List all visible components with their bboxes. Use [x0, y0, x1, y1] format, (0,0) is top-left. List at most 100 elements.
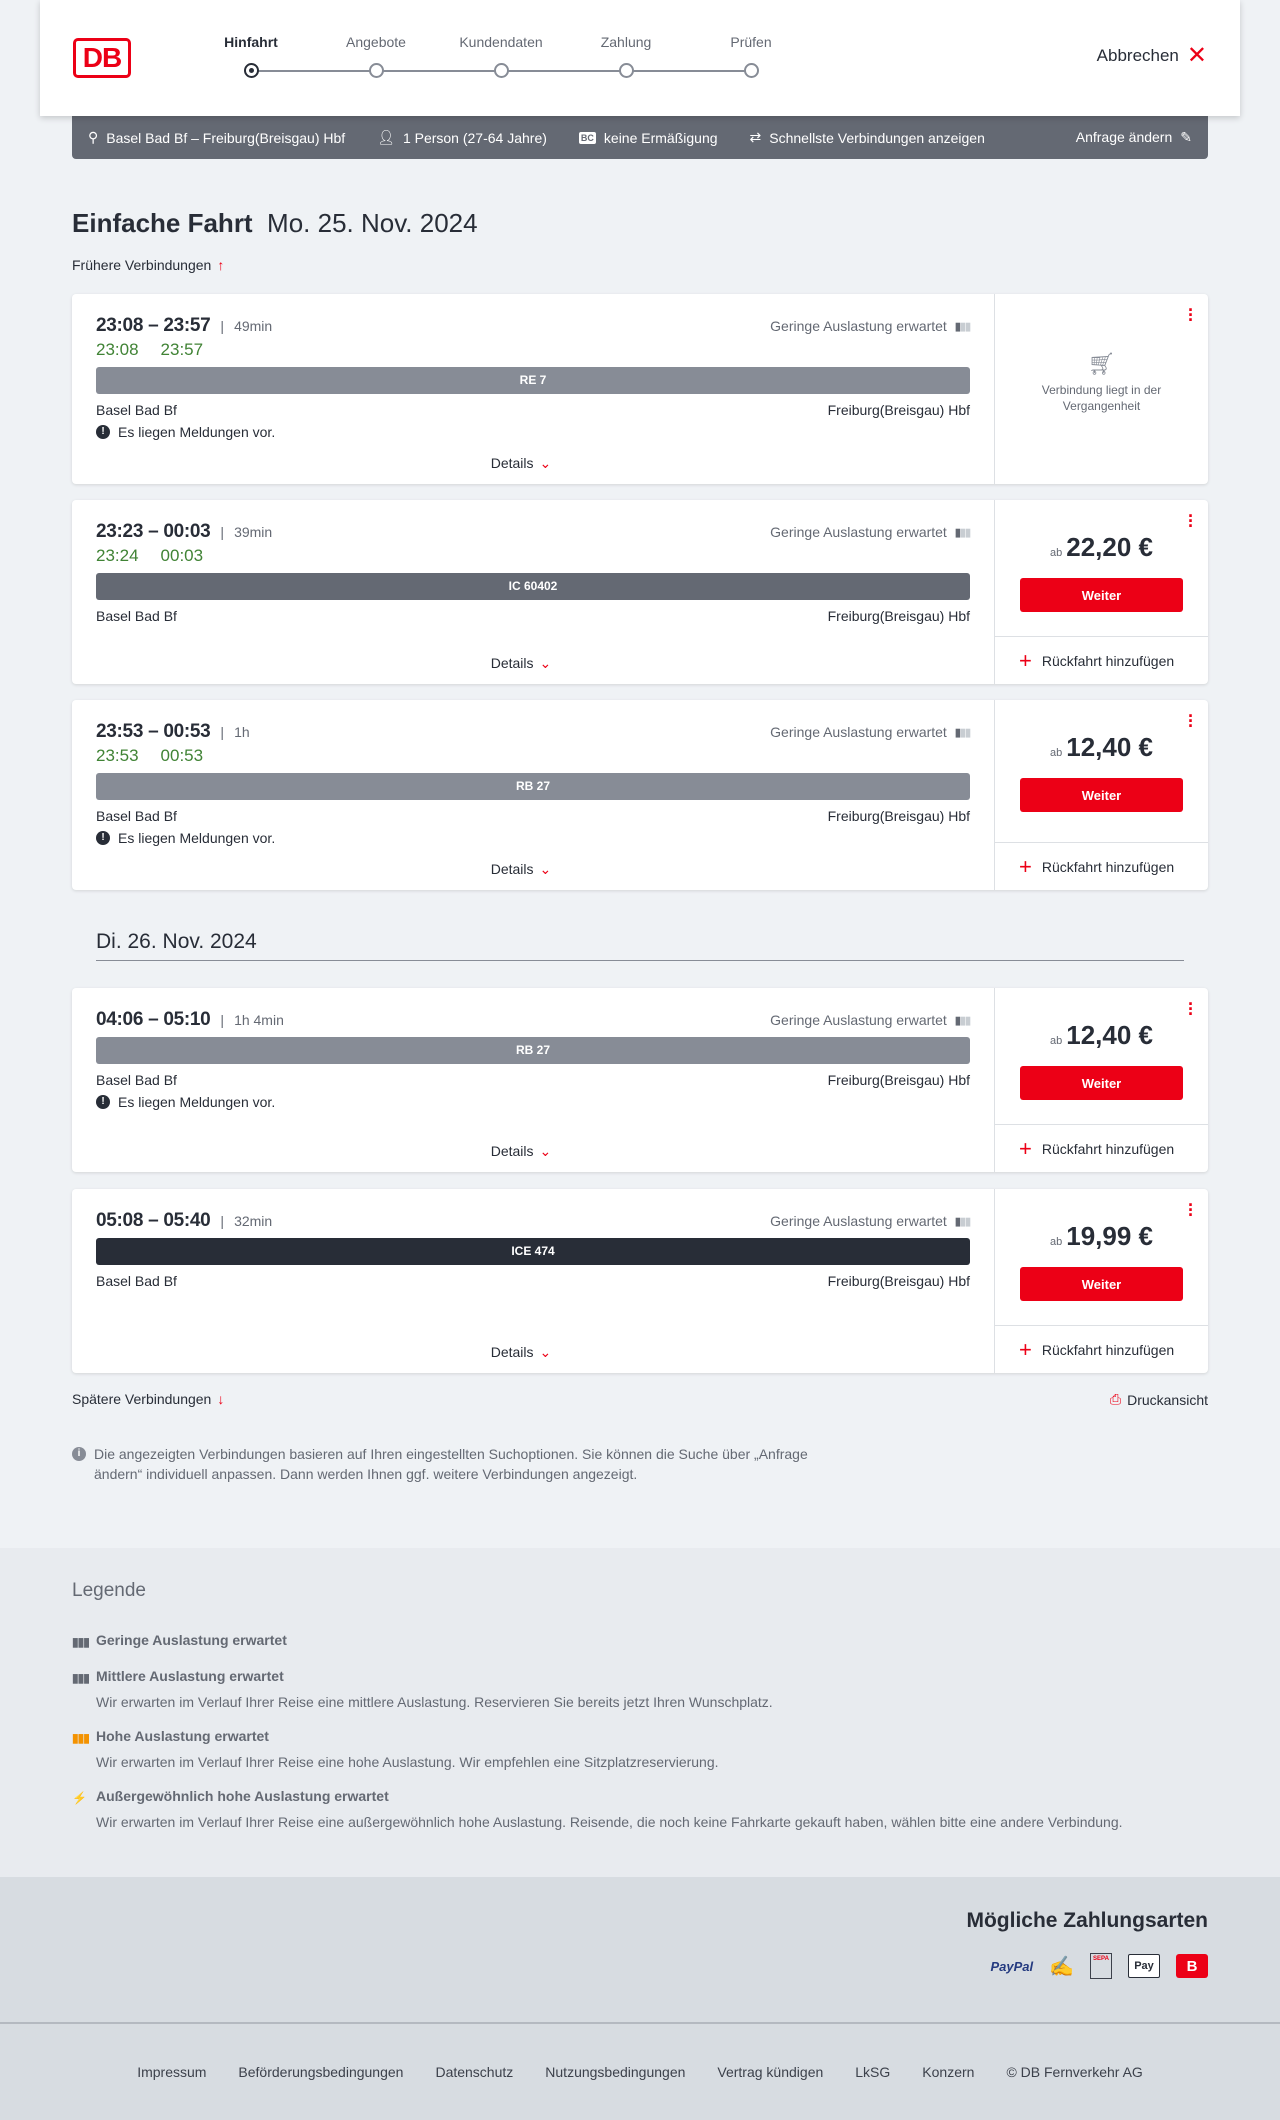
plus-icon: + [1019, 647, 1032, 673]
separator: | [220, 724, 225, 740]
connection-card: 04:06 – 05:10 | 1h 4min Geringe Auslastung… [72, 988, 1208, 1172]
train-bar[interactable]: RB 27 [96, 773, 970, 800]
details-toggle[interactable]: Details ⌄ [72, 455, 970, 472]
price-prefix: ab [1050, 1035, 1063, 1047]
footer-link[interactable]: Vertrag kündigen [717, 2064, 824, 2080]
payment-section: Mögliche Zahlungsarten PayPal ✍ SEPA Pay… [0, 1877, 1280, 2024]
continue-button[interactable]: Weiter [1020, 778, 1183, 812]
chevron-down-icon: ⌄ [539, 1344, 552, 1360]
planned-times: 23:08 – 23:57 [96, 315, 211, 336]
search-info-note: i Die angezeigten Verbindungen basieren a… [72, 1444, 852, 1484]
offer-column: · · · ab 12,40 € Weiter + Rückfahrt hinzufüge… [994, 988, 1208, 1172]
connection-main[interactable]: 05:08 – 05:40 | 32min Geringe Auslastung e… [96, 1210, 971, 1291]
details-label: Details [490, 455, 534, 471]
page-title: Einfache Fahrt Mo. 25. Nov. 2024 [72, 208, 478, 239]
more-options-icon[interactable]: · · · [1188, 506, 1194, 536]
footer-link[interactable]: Nutzungsbedingungen [545, 2064, 686, 2080]
time-line: 23:23 – 00:03 | 39min Geringe Auslastung e… [96, 521, 971, 542]
footer-link[interactable]: Impressum [137, 2064, 207, 2080]
departure-station: Basel Bad Bf [96, 1072, 177, 1088]
time-line: 04:06 – 05:10 | 1h 4min Geringe Auslastung… [96, 1009, 971, 1030]
duration: 49min [234, 318, 273, 334]
header: DB Hinfahrt Angebote Kundendaten Zahlung… [40, 0, 1240, 116]
later-connections-link[interactable]: Spätere Verbindungen ↓ [72, 1391, 224, 1407]
print-label: Druckansicht [1127, 1391, 1208, 1408]
more-options-icon[interactable]: · · · [1188, 1195, 1194, 1225]
legend-item-title: Außergewöhnlich hohe Auslastung erwartet [96, 1788, 389, 1804]
progress-stepper: Hinfahrt Angebote Kundendaten Zahlung Pr… [211, 34, 772, 84]
discount-summary: BC keine Ermäßigung [578, 129, 718, 146]
more-options-icon[interactable]: · · · [1188, 706, 1194, 736]
paypal-icon: PayPal [990, 1958, 1034, 1974]
discount-text: keine Ermäßigung [603, 129, 718, 146]
credit-card-icon: ✍ [1049, 1955, 1074, 1978]
occupancy-low-icon: ▮▮▮ [954, 526, 971, 539]
offer-column: · · · 🛒︎ Verbindung liegt in der Vergangenhe… [994, 294, 1208, 484]
legend-item-title: Geringe Auslastung erwartet [96, 1632, 287, 1648]
occupancy-text: Geringe Auslastung erwartet [770, 318, 947, 334]
footer-link[interactable]: Beförderungsbedingungen [238, 2064, 404, 2080]
details-toggle[interactable]: Details ⌄ [72, 861, 970, 878]
realtime-arrival: 23:57 [160, 340, 204, 359]
separator: | [220, 1213, 225, 1229]
train-bar[interactable]: IC 60402 [96, 573, 970, 600]
details-toggle[interactable]: Details ⌄ [72, 1344, 970, 1361]
message-notice: ! Es liegen Meldungen vor. [96, 830, 970, 846]
continue-button[interactable]: Weiter [1020, 1267, 1183, 1301]
print-view-link[interactable]: ⎙ Druckansicht [1110, 1391, 1208, 1408]
more-options-icon[interactable]: · · · [1188, 300, 1194, 330]
train-bar[interactable]: RB 27 [96, 1037, 970, 1064]
add-return-button[interactable]: + Rückfahrt hinzufügen [995, 1325, 1208, 1373]
connection-card: 23:23 – 00:03 | 39min Geringe Auslastung e… [72, 500, 1208, 684]
step-dot [369, 63, 384, 78]
chevron-down-icon: ⌄ [539, 861, 552, 877]
time-line: 23:53 – 00:53 | 1h Geringe Auslastung erwa… [96, 721, 971, 742]
connection-main[interactable]: 04:06 – 05:10 | 1h 4min Geringe Auslastung… [96, 1009, 971, 1110]
continue-button[interactable]: Weiter [1020, 578, 1183, 612]
train-bar[interactable]: RE 7 [96, 367, 970, 394]
connection-main[interactable]: 23:08 – 23:57 | 49min Geringe Auslastung e… [96, 315, 971, 440]
footer-link[interactable]: Datenschutz [435, 2064, 514, 2080]
add-return-button[interactable]: + Rückfahrt hinzufügen [995, 842, 1208, 890]
occupancy-low-icon: ▮▮▮ [954, 1215, 971, 1228]
continue-button[interactable]: Weiter [1020, 1066, 1183, 1100]
cancel-button[interactable]: Abbrechen ✕ [1096, 44, 1207, 68]
connection-main[interactable]: 23:53 – 00:53 | 1h Geringe Auslastung erwa… [96, 721, 971, 846]
details-label: Details [490, 655, 534, 671]
earlier-connections-link[interactable]: Frühere Verbindungen ↑ [72, 257, 224, 273]
change-request-button[interactable]: Anfrage ändern ✎ [1076, 129, 1192, 146]
realtime-arrival: 00:53 [160, 746, 204, 765]
footer-link[interactable]: Konzern [922, 2064, 975, 2080]
more-options-icon[interactable]: · · · [1188, 994, 1194, 1024]
price-value: 19,99 € [1066, 1221, 1153, 1251]
occupancy-level-icon: ▮▮▮ [72, 1671, 90, 1685]
add-return-button[interactable]: + Rückfahrt hinzufügen [995, 636, 1208, 684]
legend-item: ⚡ Außergewöhnlich hohe Auslastung erwarte… [72, 1786, 1123, 1832]
arrow-up-icon: ↑ [217, 257, 225, 273]
details-toggle[interactable]: Details ⌄ [72, 1143, 970, 1160]
occupancy-info: Geringe Auslastung erwartet ▮▮▮ [770, 724, 971, 740]
occupancy-text: Geringe Auslastung erwartet [770, 1012, 947, 1028]
connection-main[interactable]: 23:23 – 00:03 | 39min Geringe Auslastung e… [96, 521, 971, 626]
legend-item-text: Wir erwarten im Verlauf Ihrer Reise eine… [96, 1694, 773, 1710]
add-return-label: Rückfahrt hinzufügen [1041, 652, 1175, 669]
step-hinfahrt: Hinfahrt [201, 34, 301, 78]
footer-link[interactable]: LkSG [855, 2064, 891, 2080]
arrow-down-icon: ↓ [217, 1391, 225, 1407]
details-toggle[interactable]: Details ⌄ [72, 655, 970, 672]
price: ab 22,20 € [995, 532, 1208, 563]
train-bar[interactable]: ICE 474 [96, 1238, 970, 1265]
past-connection-notice: 🛒︎ Verbindung liegt in der Vergangenheit [995, 353, 1208, 414]
details-label: Details [490, 1143, 534, 1159]
cancel-label: Abbrechen [1096, 46, 1179, 65]
stations: Basel Bad Bf Freiburg(Breisgau) Hbf [96, 1271, 970, 1291]
payment-methods: PayPal ✍ SEPA Pay B [990, 1953, 1208, 1979]
step-kundendaten: Kundendaten [451, 34, 551, 78]
message-text: Es liegen Meldungen vor. [118, 830, 276, 846]
db-logo[interactable]: DB [73, 38, 131, 78]
add-return-label: Rückfahrt hinzufügen [1041, 1140, 1175, 1157]
later-label: Spätere Verbindungen [72, 1391, 212, 1407]
plus-icon: + [1019, 1336, 1032, 1362]
pencil-icon: ✎ [1180, 129, 1192, 145]
add-return-button[interactable]: + Rückfahrt hinzufügen [995, 1124, 1208, 1172]
